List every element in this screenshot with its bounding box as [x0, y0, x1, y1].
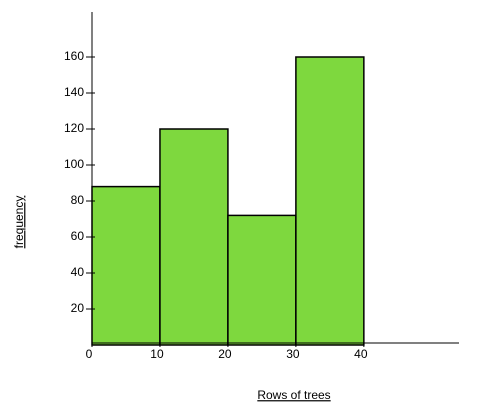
- y-tick-label: 20: [71, 301, 85, 315]
- x-tick-label: 10: [150, 347, 164, 361]
- bar: [295, 56, 365, 346]
- y-tick-label: 140: [64, 85, 84, 99]
- bar: [91, 185, 161, 346]
- x-tick-label: 20: [218, 347, 232, 361]
- y-tick-label: 80: [71, 193, 85, 207]
- x-tick-label: 40: [354, 347, 368, 361]
- y-tick-label: 160: [64, 49, 84, 63]
- bar: [227, 214, 297, 346]
- x-tick-label: 30: [286, 347, 300, 361]
- x-axis-label: Rows of trees: [257, 388, 330, 402]
- y-tick-label: 120: [64, 121, 84, 135]
- y-axis-label: frequency: [12, 196, 26, 249]
- y-tick-label: 60: [71, 229, 85, 243]
- y-tick-label: 100: [64, 157, 84, 171]
- y-tick-label: 40: [71, 265, 85, 279]
- bar: [159, 128, 229, 346]
- x-tick-label: 0: [86, 347, 93, 361]
